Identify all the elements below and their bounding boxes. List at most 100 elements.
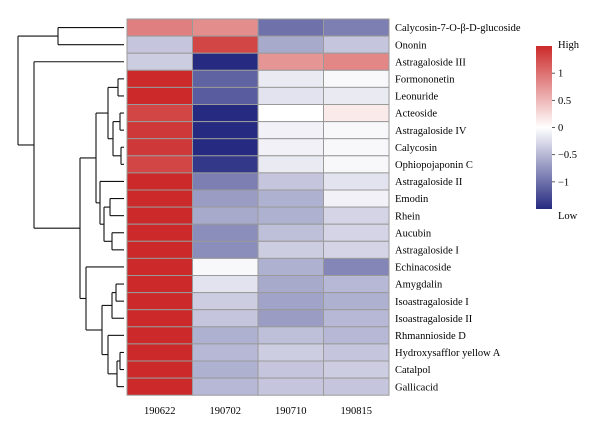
heatmap-cell	[192, 18, 259, 37]
column-label: 190702	[210, 406, 242, 417]
column-labels: 190622 190702 190710 190815	[144, 406, 372, 417]
row-label: Ophiopojaponin C	[395, 160, 473, 171]
heatmap-cell	[192, 206, 259, 225]
heatmap-cell	[192, 275, 259, 294]
heatmap-cell	[192, 309, 259, 328]
heatmap-cell	[126, 360, 193, 379]
heatmap-cell	[257, 172, 324, 191]
heatmap-cell	[126, 189, 193, 208]
heatmap-cell	[126, 223, 193, 242]
heatmap-cell	[126, 377, 193, 396]
heatmap-cell	[126, 292, 193, 311]
heatmap-cell	[257, 223, 324, 242]
heatmap-cell	[126, 326, 193, 345]
heatmap-cell	[126, 275, 193, 294]
heatmap-cell	[323, 292, 390, 311]
row-label: Astragaloside III	[395, 57, 466, 68]
heatmap-cell	[323, 206, 390, 225]
heatmap-cell	[257, 35, 324, 54]
heatmap-cell	[192, 52, 259, 71]
heatmap-cell	[192, 343, 259, 362]
heatmap-cell	[257, 69, 324, 88]
heatmap-cell	[323, 121, 390, 140]
heatmap-cell	[126, 69, 193, 88]
heatmap-cell	[323, 18, 390, 37]
heatmap-cell	[126, 138, 193, 157]
heatmap-cell	[192, 121, 259, 140]
row-label: Gallicacid	[395, 382, 439, 393]
row-label: Formononetin	[395, 74, 455, 85]
heatmap-cell	[126, 309, 193, 328]
heatmap-cell	[192, 104, 259, 123]
heatmap-cell	[323, 275, 390, 294]
row-label: Echinacoside	[395, 263, 451, 274]
heatmap-cell	[257, 257, 324, 276]
heatmap-cell	[257, 292, 324, 311]
heatmap-cell	[323, 343, 390, 362]
row-label: Isoastragaloside I	[395, 297, 469, 308]
heatmap-cell	[257, 52, 324, 71]
legend-high-label: High	[558, 40, 580, 51]
row-label: Astragaloside I	[395, 245, 459, 256]
heatmap-cell	[192, 292, 259, 311]
color-bar-ticks: 1 0.5 0 −0.5 −1	[552, 69, 577, 188]
heatmap-cell	[126, 52, 193, 71]
heatmap-cell	[323, 360, 390, 379]
heatmap-cell	[126, 206, 193, 225]
heatmap-cell	[126, 240, 193, 259]
heatmap-cell	[192, 172, 259, 191]
row-label: Amygdalin	[395, 280, 443, 291]
heatmap-cell	[257, 360, 324, 379]
row-label: Ononin	[395, 40, 427, 51]
heatmap-cell	[323, 35, 390, 54]
heatmap-cell	[257, 104, 324, 123]
heatmap-cell	[323, 138, 390, 157]
heatmap-cell	[126, 121, 193, 140]
heatmap-cell	[257, 86, 324, 106]
heatmap-cell	[323, 240, 390, 259]
color-bar-tick-label: 1	[558, 69, 563, 80]
heatmap-cell	[323, 189, 390, 208]
heatmap-cell	[192, 189, 259, 208]
heatmap-cell	[192, 35, 259, 54]
color-bar	[536, 46, 552, 209]
heatmap-cell	[192, 240, 259, 259]
heatmap-cell	[192, 138, 259, 157]
column-label: 190815	[341, 406, 373, 417]
heatmap-cell	[323, 377, 390, 396]
heatmap-cell	[257, 275, 324, 294]
heatmap-cell	[323, 104, 390, 123]
heatmap-cells	[126, 18, 390, 396]
column-label: 190710	[275, 406, 307, 417]
color-bar-tick-label: 0.5	[558, 96, 571, 107]
heatmap-cell	[192, 69, 259, 88]
heatmap-cell	[192, 223, 259, 242]
heatmap-cell	[126, 257, 193, 276]
heatmap-cell	[126, 18, 193, 37]
heatmap-cell	[257, 138, 324, 157]
heatmap-cell	[257, 309, 324, 328]
row-label: Astragaloside IV	[395, 126, 467, 137]
row-label: Astragaloside II	[395, 177, 463, 188]
row-label: Emodin	[395, 194, 429, 205]
heatmap-cell	[257, 377, 324, 396]
heatmap-cell	[257, 18, 324, 37]
heatmap-cell	[257, 206, 324, 225]
row-label: Calycosin-7-O-β-D-glucoside	[395, 23, 521, 34]
row-label: Calycosin	[395, 143, 438, 154]
heatmap-cell	[323, 326, 390, 345]
color-bar-tick-label: −0.5	[558, 150, 577, 161]
heatmap-cell	[257, 121, 324, 140]
row-label: Aucubin	[395, 228, 432, 239]
row-dendrogram	[17, 26, 124, 388]
heatmap-cell	[126, 35, 193, 54]
heatmap-cell	[323, 69, 390, 88]
color-bar-tick-label: 0	[558, 123, 563, 134]
row-label: Hydroxysafflor yellow A	[395, 348, 501, 359]
heatmap-cell	[192, 155, 259, 174]
row-label: Rhein	[395, 211, 421, 222]
heatmap-cell	[126, 155, 193, 174]
heatmap-cell	[126, 86, 193, 106]
heatmap-cell	[323, 172, 390, 191]
